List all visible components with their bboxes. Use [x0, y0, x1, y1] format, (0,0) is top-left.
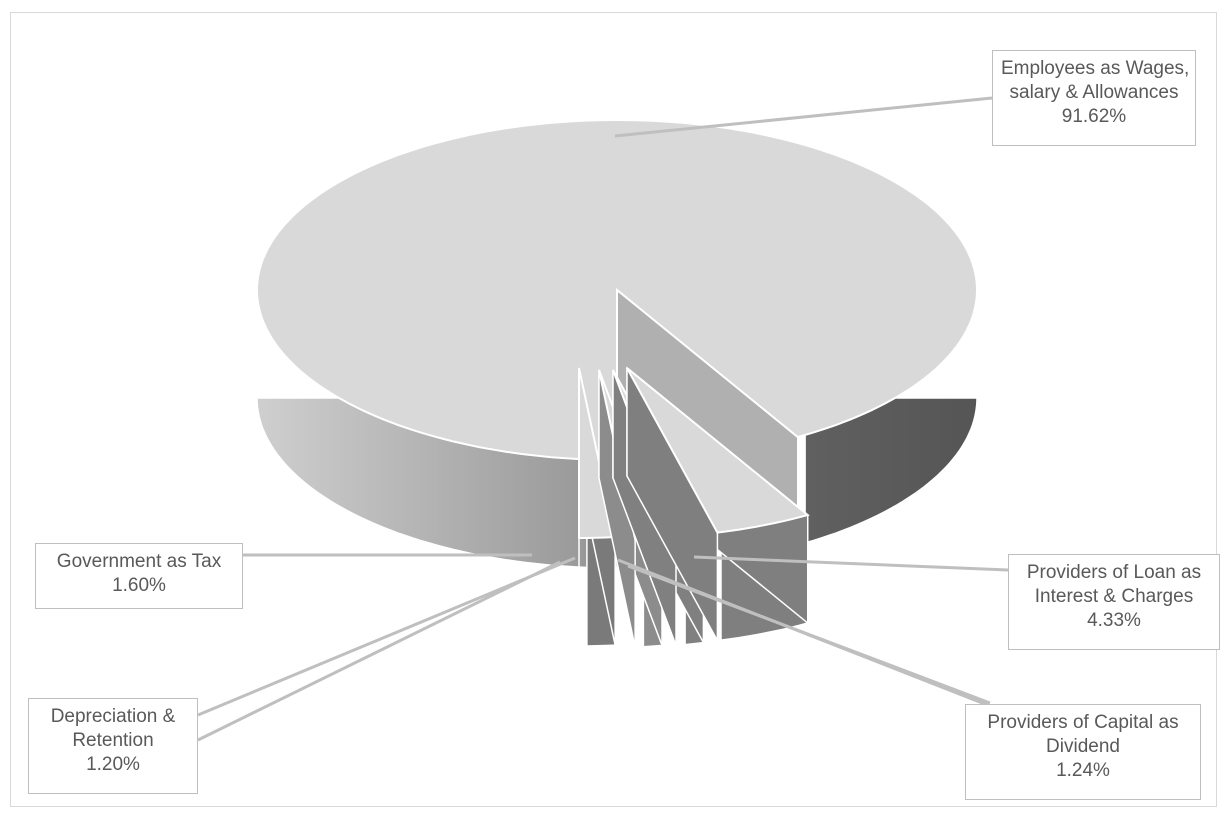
- leader-line-employees: [614, 96, 993, 138]
- data-label-capital-line2: Dividend: [1046, 736, 1120, 757]
- data-label-capital-value: 1.24%: [1056, 760, 1110, 781]
- data-label-depreciation: Depreciation & Retention 1.20%: [28, 698, 198, 794]
- data-label-government-value: 1.60%: [112, 575, 166, 596]
- data-label-depreciation-line1: Depreciation &: [50, 706, 176, 727]
- leader-line-depreciation: [197, 560, 561, 742]
- data-label-loan-value: 4.33%: [1087, 610, 1141, 631]
- data-label-employees-line1: Employees as Wages,: [1001, 58, 1190, 79]
- data-label-capital: Providers of Capital as Dividend 1.24%: [965, 704, 1201, 800]
- pie-slice-employees: [255, 118, 979, 569]
- data-label-capital-line1: Providers of Capital as: [987, 712, 1179, 733]
- data-label-loan-line1: Providers of Loan as: [1026, 562, 1202, 583]
- data-label-government: Government as Tax 1.60%: [35, 543, 243, 609]
- leader-line-capital-upper: [627, 564, 991, 705]
- data-label-depreciation-line2: Retention: [72, 730, 154, 751]
- data-label-depreciation-value: 1.20%: [86, 754, 140, 775]
- data-label-loan: Providers of Loan as Interest & Charges …: [1008, 554, 1220, 650]
- data-label-employees: Employees as Wages, salary & Allowances …: [992, 50, 1196, 146]
- data-label-government-line1: Government as Tax: [56, 551, 222, 572]
- leader-line-depreciation-upper: [197, 556, 576, 717]
- data-label-employees-value: 91.62%: [1061, 106, 1127, 127]
- data-label-loan-line2: Interest & Charges: [1034, 586, 1194, 607]
- data-label-employees-line2: salary & Allowances: [1009, 82, 1179, 103]
- leader-line-loan: [693, 555, 1009, 572]
